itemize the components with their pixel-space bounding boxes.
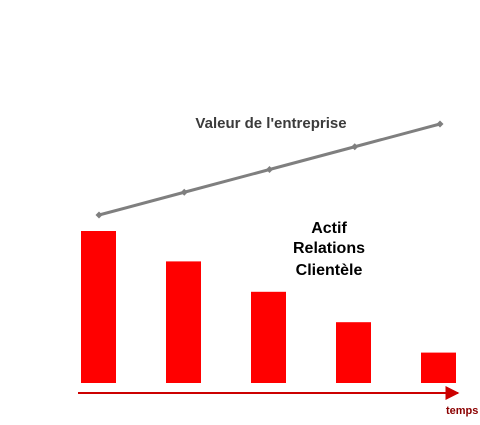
x-axis-label: temps xyxy=(446,405,478,417)
line-point-4 xyxy=(351,143,359,151)
bar-5 xyxy=(421,352,456,383)
bar-4 xyxy=(336,322,371,383)
bar-1 xyxy=(81,231,116,383)
line-point-2 xyxy=(180,188,188,196)
bar-label-line-2: Relations xyxy=(293,240,365,257)
line-point-1 xyxy=(95,211,103,219)
bar-3 xyxy=(251,291,286,383)
line-series-label: Valeur de l'entreprise xyxy=(195,115,346,132)
bars-group xyxy=(81,231,456,383)
bar-label-line-1: Actif xyxy=(311,220,347,237)
line-series-group xyxy=(95,120,444,219)
line-point-5 xyxy=(436,120,444,128)
bar-2 xyxy=(166,261,201,383)
bar-label-line-3: Clientèle xyxy=(296,262,363,279)
line-point-3 xyxy=(266,166,273,173)
